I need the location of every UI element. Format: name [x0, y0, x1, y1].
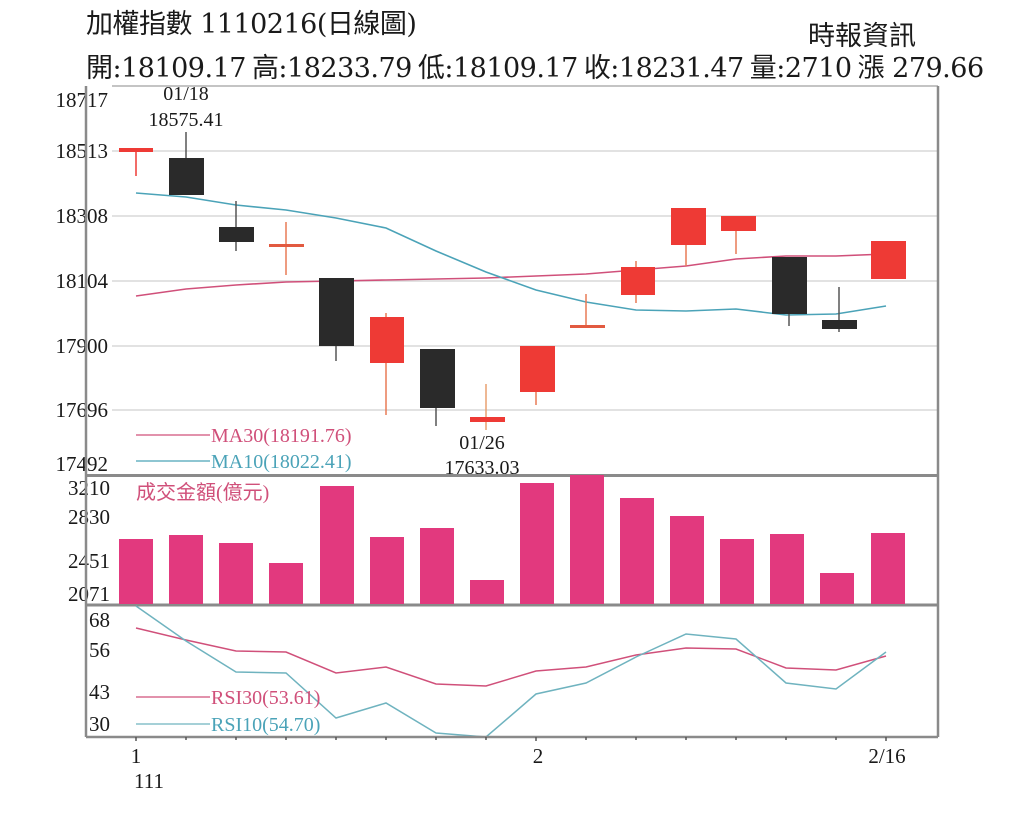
- ma30-line: [135, 253, 887, 297]
- price-y-axis: 18717 18513 18308 18104 17900 17696 1749…: [56, 88, 109, 476]
- ma10-line: [135, 192, 887, 316]
- low-value: 低:18109.17: [417, 53, 578, 84]
- rsi10-legend-label: RSI10(54.70): [211, 714, 320, 736]
- ma10-legend-label: MA10(18022.41): [211, 451, 352, 473]
- y-tick: 2071: [68, 582, 110, 606]
- rsi10-line: [135, 605, 887, 738]
- x-label: 2: [533, 744, 544, 768]
- candle: [119, 148, 153, 152]
- y-tick: 2830: [68, 505, 110, 529]
- open-value: 開:18109.17: [86, 53, 246, 84]
- volume-bar: [169, 535, 203, 604]
- y-tick: 18513: [56, 139, 109, 163]
- volume-bar: [620, 498, 654, 604]
- y-tick: 18717: [56, 88, 109, 112]
- y-tick: 17900: [56, 334, 109, 358]
- volume-bar: [269, 563, 303, 604]
- rsi-panel: 68 56 43 30 RSI30(53.61) RSI10(54.70): [89, 605, 887, 738]
- candle: [470, 417, 505, 422]
- ohlc-summary: 開:18109.17 高:18233.79 低:18109.17 收:18231.47…: [86, 46, 990, 85]
- y-tick: 2451: [68, 549, 110, 573]
- high-value: 高:18233.79: [251, 53, 412, 84]
- candlesticks: [119, 132, 906, 430]
- volume-bar: [320, 486, 354, 604]
- y-tick: 68: [89, 608, 110, 632]
- volume-bar: [570, 475, 604, 604]
- volume-bar: [670, 516, 704, 604]
- y-tick: 18104: [56, 269, 109, 293]
- y-tick: 43: [89, 680, 110, 704]
- candle: [671, 208, 706, 245]
- volume-bar: [770, 534, 804, 604]
- x-label: 2/16: [868, 744, 905, 768]
- volume-bar: [370, 537, 404, 604]
- candle: [570, 325, 605, 328]
- volume-bar: [470, 580, 504, 604]
- volume-bar: [420, 528, 454, 604]
- volume-bar: [520, 483, 554, 604]
- volume-bar: [720, 539, 754, 604]
- volume-bar: [871, 533, 905, 604]
- volume-panel-title: 成交金額(億元): [136, 481, 269, 504]
- ma-legend: MA30(18191.76) MA10(18022.41): [136, 425, 352, 473]
- change-value: 漲 279.66: [857, 53, 985, 84]
- y-tick: 18308: [56, 204, 109, 228]
- high-date-annotation: 01/18: [163, 83, 209, 105]
- low-date-annotation: 01/26: [459, 432, 505, 454]
- candle: [169, 158, 204, 195]
- high-value-annotation: 18575.41: [149, 109, 224, 131]
- candle: [269, 244, 304, 247]
- candle: [219, 227, 254, 242]
- candle: [520, 346, 555, 392]
- candle: [772, 257, 807, 314]
- candle: [319, 278, 354, 346]
- y-tick: 17492: [56, 452, 109, 476]
- x-ticks: [135, 737, 887, 741]
- y-tick: 17696: [56, 398, 109, 422]
- price-panel: 18717 18513 18308 18104 17900 17696 1749…: [56, 83, 938, 479]
- volume-bar: [119, 539, 153, 604]
- candle: [822, 320, 857, 329]
- volume-value: 量:2710: [749, 53, 852, 84]
- rsi30-line: [135, 627, 887, 687]
- ma30-legend-label: MA30(18191.76): [211, 425, 352, 447]
- low-value-annotation: 17633.03: [445, 457, 520, 479]
- candle: [871, 241, 906, 279]
- rsi-legend: RSI30(53.61) RSI10(54.70): [136, 687, 320, 736]
- y-tick: 30: [89, 712, 110, 736]
- candle: [621, 267, 655, 295]
- x-label: 1: [131, 744, 142, 768]
- x-axis-labels: 1 111 2 2/16: [131, 744, 906, 793]
- volume-bar: [820, 573, 854, 604]
- chart-title: 加權指數 1110216(日線圖): [86, 9, 417, 40]
- year-label: 111: [134, 769, 164, 793]
- candle: [721, 216, 756, 231]
- close-value: 收:18231.47: [583, 53, 744, 84]
- y-tick: 3210: [68, 476, 110, 500]
- volume-bar: [219, 543, 253, 604]
- volume-panel: 3210 2830 2451 2071 成交金額(億元): [68, 475, 905, 606]
- source-label: 時報資訊: [808, 21, 916, 52]
- candle: [370, 317, 404, 363]
- rsi30-legend-label: RSI30(53.61): [211, 687, 320, 709]
- volume-bars: [119, 475, 905, 604]
- y-tick: 56: [89, 638, 110, 662]
- candle: [420, 349, 455, 408]
